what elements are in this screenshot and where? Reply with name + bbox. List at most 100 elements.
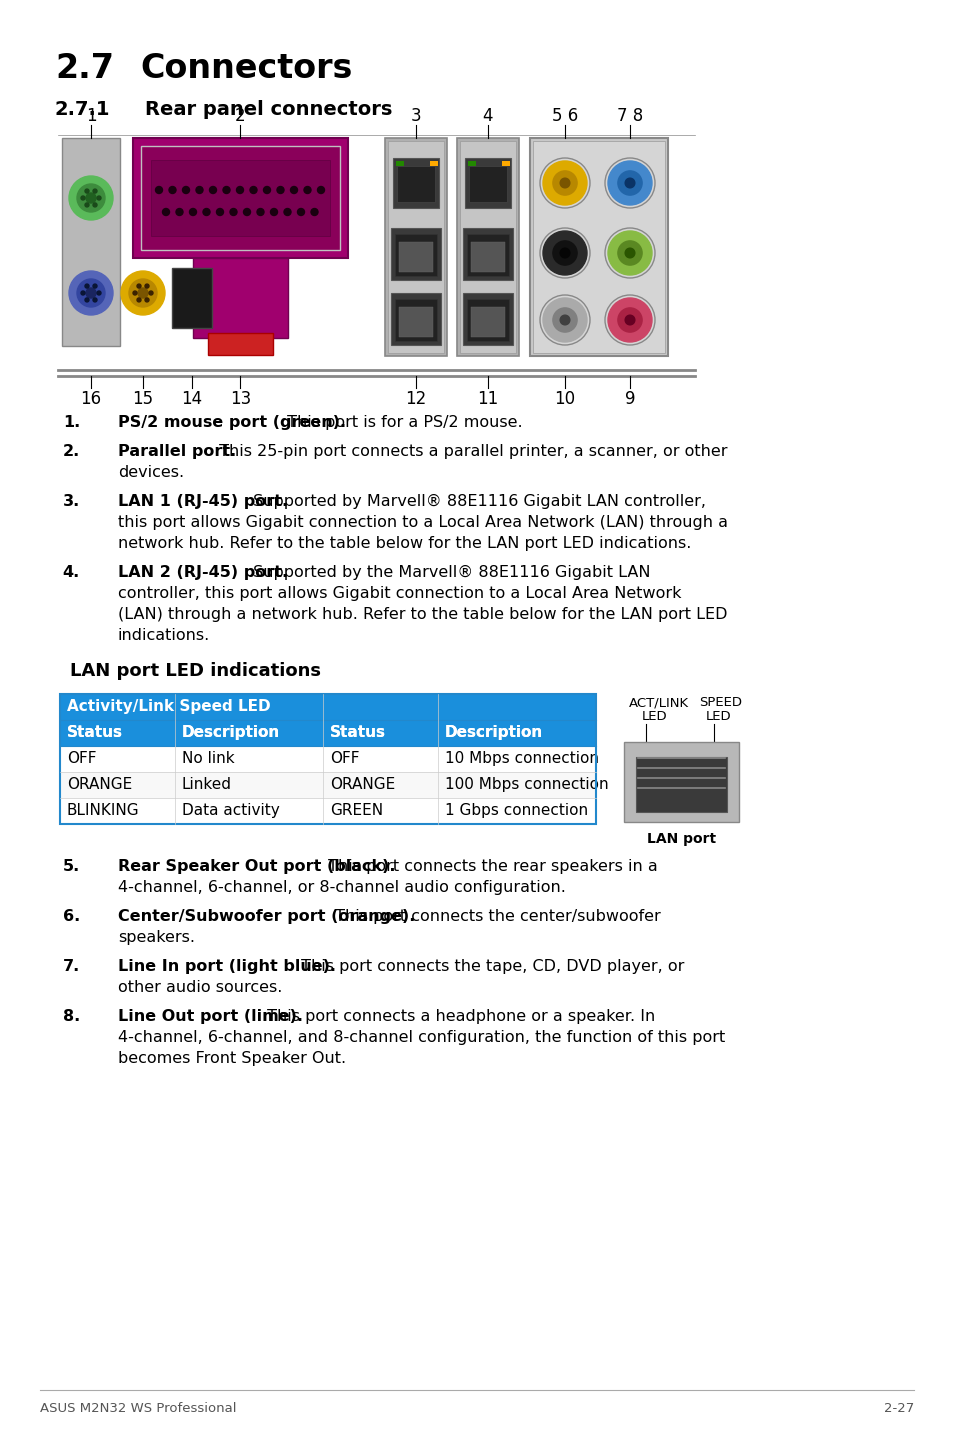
Text: Connectors: Connectors	[140, 52, 352, 85]
Text: BLINKING: BLINKING	[67, 802, 139, 818]
Text: (LAN) through a network hub. Refer to the table below for the LAN port LED: (LAN) through a network hub. Refer to th…	[118, 607, 727, 623]
Bar	[385, 138, 447, 357]
Circle shape	[145, 285, 149, 288]
Bar	[501, 161, 510, 165]
Text: Rear panel connectors: Rear panel connectors	[145, 101, 392, 119]
Circle shape	[304, 187, 311, 194]
Circle shape	[311, 209, 317, 216]
Circle shape	[77, 279, 105, 306]
Text: GREEN: GREEN	[330, 802, 383, 818]
Text: This port is for a PS/2 mouse.: This port is for a PS/2 mouse.	[282, 416, 522, 430]
Bar	[393, 158, 438, 209]
Circle shape	[155, 187, 162, 194]
Circle shape	[137, 285, 141, 288]
Bar	[60, 695, 596, 824]
Circle shape	[85, 188, 89, 193]
Circle shape	[85, 203, 89, 207]
Text: 100 Mbps connection: 100 Mbps connection	[444, 777, 608, 792]
Circle shape	[256, 209, 264, 216]
Bar	[391, 229, 440, 280]
Bar	[467, 234, 509, 276]
Text: 4: 4	[482, 106, 493, 125]
Text: 9: 9	[624, 390, 635, 408]
Circle shape	[86, 288, 96, 298]
Circle shape	[69, 175, 112, 220]
Circle shape	[607, 161, 651, 206]
Circle shape	[624, 249, 634, 257]
Bar	[398, 242, 433, 272]
Text: 11: 11	[476, 390, 498, 408]
Text: 4.: 4.	[63, 565, 80, 580]
Text: 3: 3	[410, 106, 421, 125]
Bar	[60, 695, 596, 720]
Text: 4-channel, 6-channel, or 8-channel audio configuration.: 4-channel, 6-channel, or 8-channel audio…	[118, 880, 565, 894]
Text: LED: LED	[705, 710, 731, 723]
Bar	[459, 141, 516, 352]
Text: Linked: Linked	[182, 777, 232, 792]
Bar	[636, 756, 726, 812]
Circle shape	[297, 209, 304, 216]
Text: this port allows Gigabit connection to a Local Area Network (LAN) through a: this port allows Gigabit connection to a…	[118, 515, 727, 531]
Bar	[469, 165, 506, 201]
Circle shape	[85, 285, 89, 288]
Circle shape	[175, 209, 183, 216]
Text: ORANGE: ORANGE	[330, 777, 395, 792]
Text: 1.: 1.	[63, 416, 80, 430]
Circle shape	[86, 193, 96, 203]
Circle shape	[182, 187, 190, 194]
Text: No link: No link	[182, 751, 234, 766]
Circle shape	[149, 290, 152, 295]
Text: Status: Status	[67, 725, 123, 741]
Text: OFF: OFF	[330, 751, 359, 766]
Circle shape	[263, 187, 271, 194]
Text: 2.7.1: 2.7.1	[55, 101, 111, 119]
Bar	[193, 257, 288, 338]
Circle shape	[624, 178, 634, 188]
Text: This port connects the tape, CD, DVD player, or: This port connects the tape, CD, DVD pla…	[295, 959, 683, 974]
Text: 10: 10	[554, 390, 575, 408]
Circle shape	[553, 171, 577, 196]
Circle shape	[618, 242, 641, 265]
Text: 2-27: 2-27	[882, 1402, 913, 1415]
Bar	[132, 138, 348, 257]
Text: 6.: 6.	[63, 909, 80, 925]
Text: Description: Description	[182, 725, 280, 741]
Bar	[60, 772, 596, 798]
Circle shape	[542, 232, 586, 275]
Text: other audio sources.: other audio sources.	[118, 981, 282, 995]
Bar	[395, 161, 403, 165]
Bar	[462, 229, 513, 280]
Text: controller, this port allows Gigabit connection to a Local Area Network: controller, this port allows Gigabit con…	[118, 587, 680, 601]
Text: LAN 1 (RJ-45) port.: LAN 1 (RJ-45) port.	[118, 495, 288, 509]
Circle shape	[190, 209, 196, 216]
Text: Supported by Marvell® 88E1116 Gigabit LAN controller,: Supported by Marvell® 88E1116 Gigabit LA…	[248, 495, 705, 509]
Text: LAN port: LAN port	[646, 833, 716, 846]
Bar	[172, 267, 212, 328]
Text: Center/Subwoofer port (orange).: Center/Subwoofer port (orange).	[118, 909, 415, 925]
Circle shape	[92, 188, 97, 193]
Text: Description: Description	[444, 725, 542, 741]
Bar	[456, 138, 518, 357]
Text: 4-channel, 6-channel, and 8-channel configuration, the function of this port: 4-channel, 6-channel, and 8-channel conf…	[118, 1030, 724, 1045]
Bar	[60, 746, 596, 772]
Bar	[60, 798, 596, 824]
Text: 2.7: 2.7	[55, 52, 113, 85]
Bar	[471, 242, 504, 272]
Circle shape	[542, 161, 586, 206]
Text: Line In port (light blue).: Line In port (light blue).	[118, 959, 335, 974]
Circle shape	[607, 298, 651, 342]
Bar	[471, 306, 504, 336]
Circle shape	[121, 270, 165, 315]
Bar	[388, 141, 443, 352]
Circle shape	[276, 187, 284, 194]
Circle shape	[236, 187, 243, 194]
Bar	[395, 234, 436, 276]
Circle shape	[97, 196, 101, 200]
Text: Parallel port.: Parallel port.	[118, 444, 236, 459]
Bar	[464, 158, 511, 209]
Circle shape	[92, 203, 97, 207]
Circle shape	[85, 298, 89, 302]
Bar	[462, 293, 513, 345]
Circle shape	[81, 196, 85, 200]
Text: Data activity: Data activity	[182, 802, 279, 818]
